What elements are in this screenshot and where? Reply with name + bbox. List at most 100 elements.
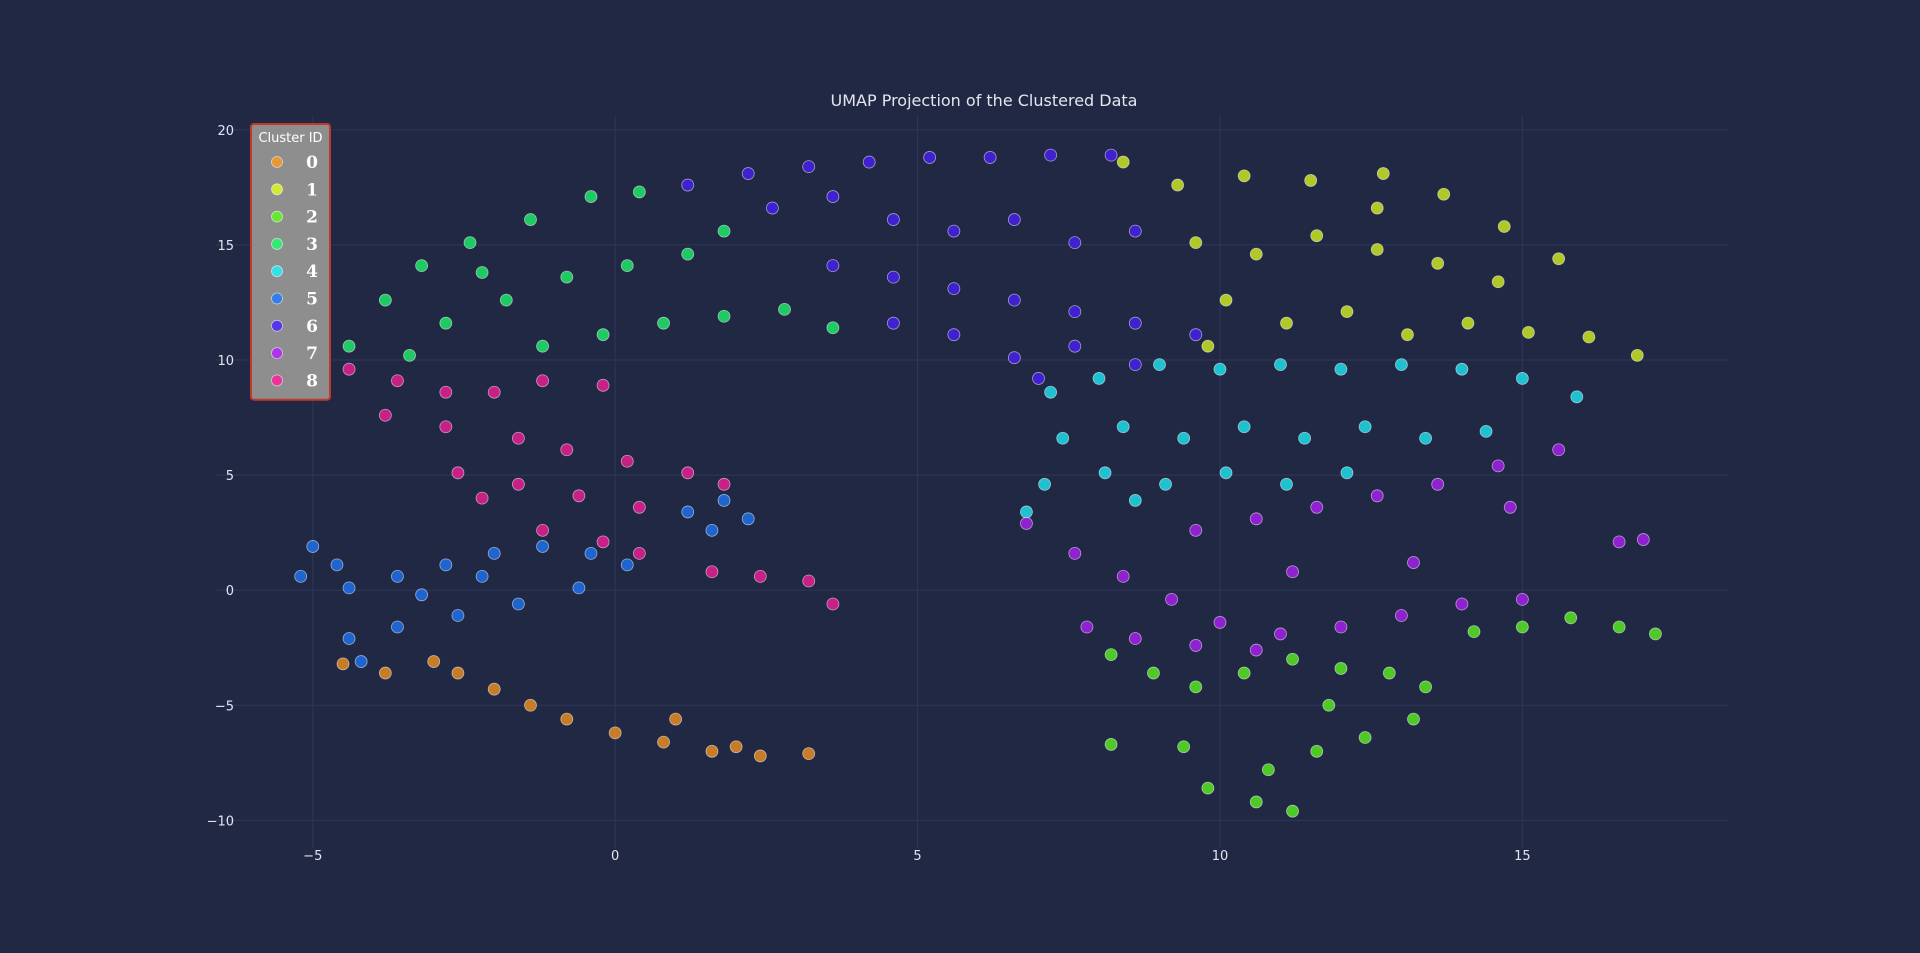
data-point [1461, 316, 1475, 330]
data-point [826, 321, 840, 335]
data-point [1219, 466, 1233, 480]
data-point [1358, 420, 1372, 434]
data-point [620, 259, 634, 273]
data-point [1334, 662, 1348, 675]
data-point [741, 512, 755, 526]
data-point [1020, 517, 1033, 530]
data-point [983, 151, 997, 164]
data-point [1630, 348, 1644, 362]
data-point [947, 224, 961, 238]
data-point [657, 735, 670, 749]
legend-label: 0 [306, 153, 318, 173]
data-point [1437, 187, 1451, 201]
x-tick-label: 0 [611, 849, 619, 864]
data-point [1570, 390, 1584, 404]
data-point [1395, 609, 1408, 622]
data-point [475, 491, 489, 505]
legend-entry-5: 5 [271, 290, 318, 310]
legend-entry-1: 1 [271, 180, 318, 200]
data-point [1467, 625, 1481, 639]
legend-entry-8: 8 [271, 371, 318, 391]
data-point [1310, 229, 1324, 243]
data-point [1358, 731, 1372, 744]
data-point [705, 523, 719, 537]
data-point [1237, 420, 1251, 434]
data-point [717, 224, 731, 238]
series-8 [342, 362, 840, 611]
data-point [1636, 533, 1650, 546]
legend-title: Cluster ID [258, 131, 322, 146]
legend-label: 1 [306, 180, 318, 200]
legend-box [250, 123, 331, 401]
data-point [415, 259, 429, 273]
data-point [1104, 648, 1118, 662]
data-point [596, 328, 610, 342]
data-point [1582, 330, 1596, 344]
data-point [1395, 358, 1408, 372]
data-point [1249, 795, 1263, 809]
y-tick-label: 0 [226, 584, 234, 599]
series-6 [681, 148, 1203, 385]
legend-marker [271, 292, 283, 305]
data-point [1286, 565, 1299, 579]
data-point [1189, 523, 1203, 537]
data-point [1304, 174, 1318, 187]
legend-label: 8 [306, 371, 318, 391]
data-point [632, 500, 646, 514]
data-point [741, 167, 755, 180]
data-point [1128, 358, 1142, 372]
data-point [717, 477, 731, 491]
legend-entry-2: 2 [271, 208, 318, 228]
data-point [681, 466, 695, 480]
data-point [1104, 148, 1118, 162]
data-point [487, 546, 501, 560]
data-point [1128, 224, 1142, 238]
data-point [1274, 358, 1287, 372]
data-point [1189, 680, 1203, 694]
data-point [415, 588, 429, 602]
legend-entry-0: 0 [271, 153, 318, 173]
data-point [1407, 712, 1420, 726]
data-point [1007, 293, 1021, 307]
data-point [1068, 339, 1082, 353]
data-point [1237, 666, 1251, 680]
data-point [584, 546, 598, 560]
data-point [451, 466, 465, 480]
data-point [560, 443, 574, 457]
data-point [391, 569, 404, 583]
data-point [620, 558, 634, 572]
data-point [475, 569, 489, 583]
data-point [403, 348, 416, 362]
data-point [378, 293, 392, 307]
data-point [620, 454, 634, 468]
data-point [378, 408, 392, 422]
data-point [632, 546, 646, 560]
data-point [766, 201, 779, 215]
data-point [1128, 494, 1142, 507]
data-point [1286, 804, 1299, 818]
data-point [306, 540, 320, 553]
data-point [1153, 358, 1166, 372]
y-tick-label: −5 [215, 699, 234, 714]
data-point [1503, 500, 1517, 514]
data-point [596, 378, 610, 392]
data-point [1431, 256, 1445, 270]
series-1 [1116, 155, 1644, 362]
data-point [1201, 339, 1215, 353]
data-point [512, 597, 525, 611]
data-point [1455, 362, 1469, 376]
data-point [560, 270, 574, 284]
data-point [1419, 680, 1432, 694]
data-point [536, 339, 549, 353]
x-axis-ticks: −5 0 5 10 15 [303, 849, 1530, 864]
data-point [1128, 316, 1142, 330]
data-point [1177, 740, 1191, 754]
data-point [1612, 535, 1626, 549]
data-point [681, 178, 695, 192]
data-point [1116, 420, 1130, 434]
data-point [342, 362, 356, 376]
data-point [560, 712, 574, 726]
data-point [1376, 167, 1390, 180]
data-point [1147, 666, 1160, 680]
y-tick-label: 10 [217, 354, 234, 369]
